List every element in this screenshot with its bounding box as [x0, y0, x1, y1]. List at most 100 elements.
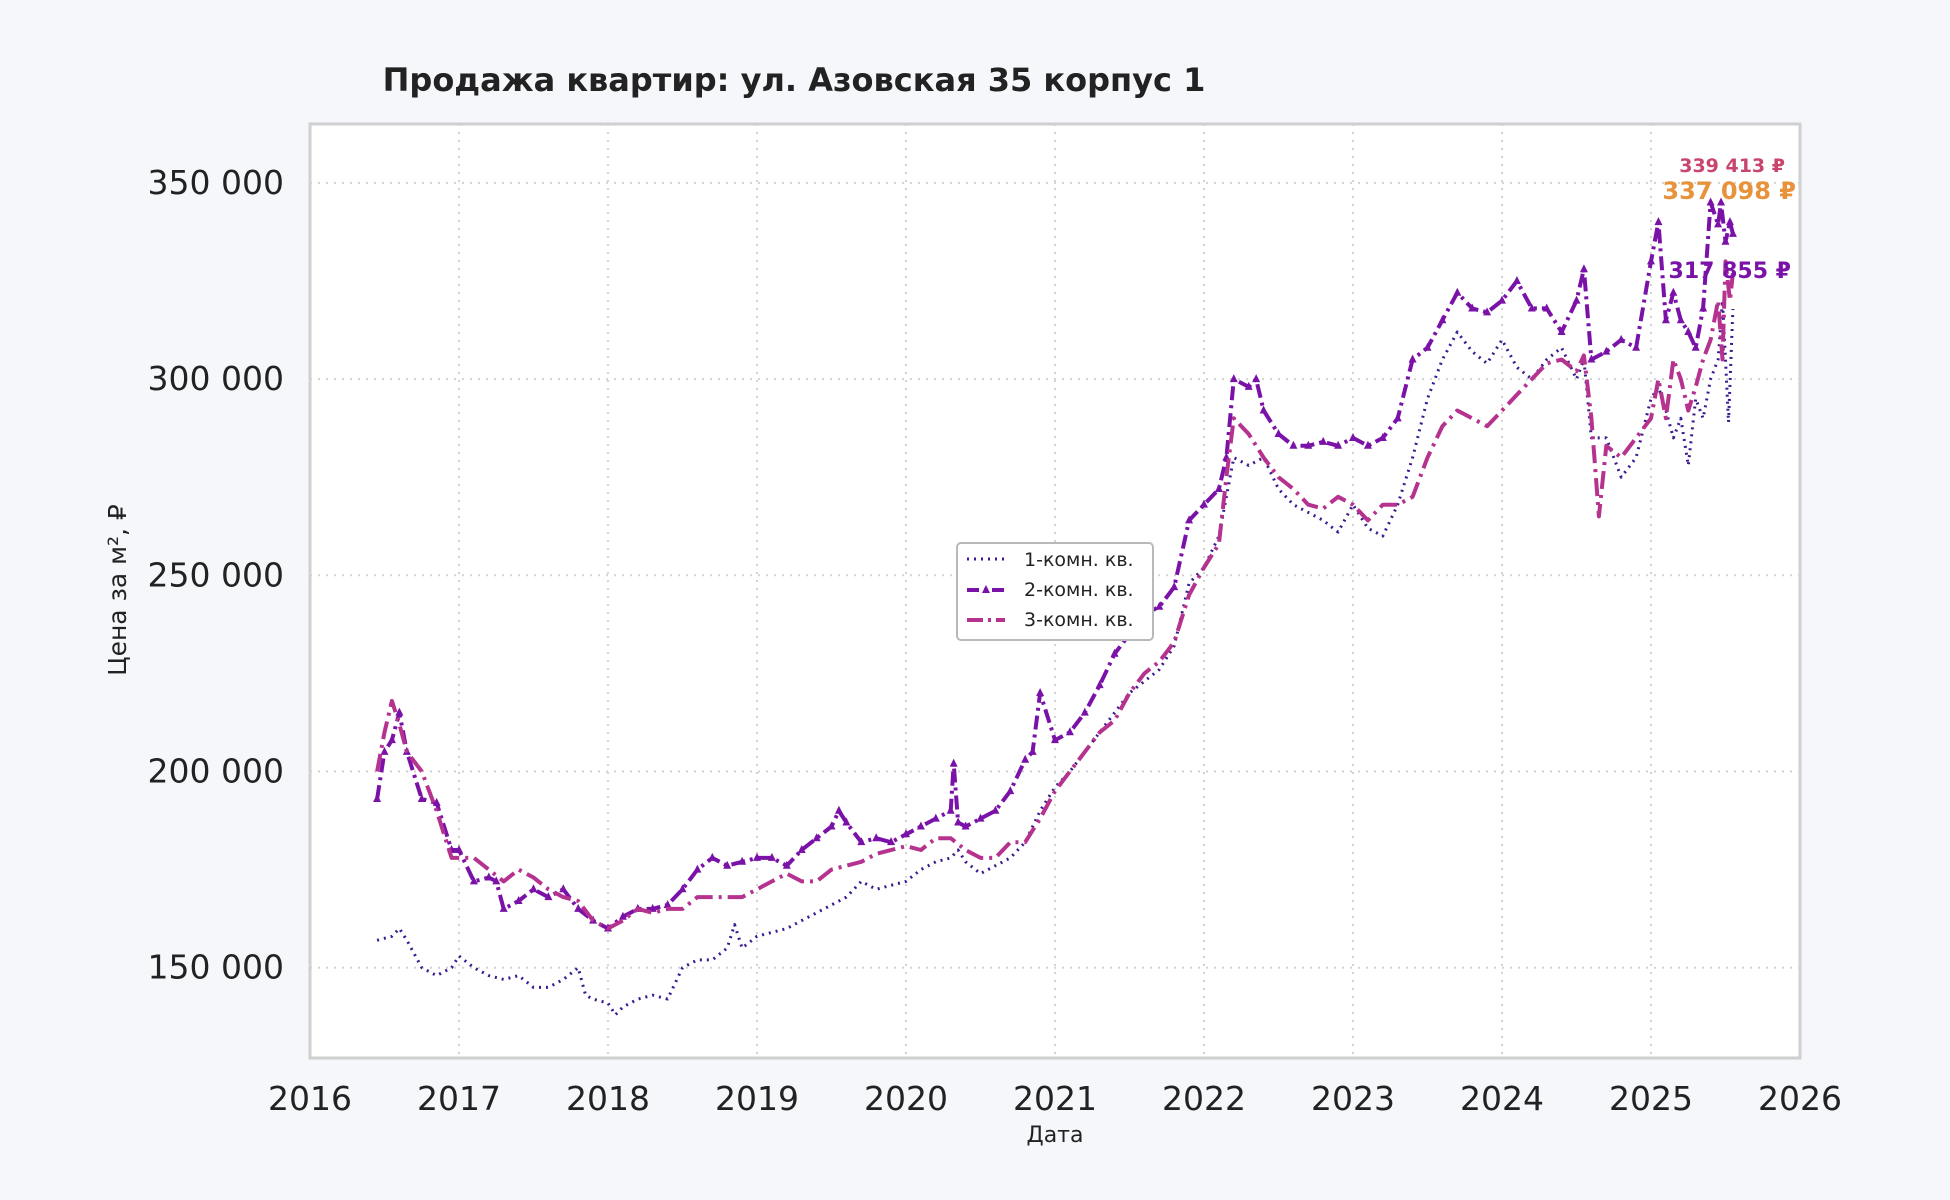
series-marker — [1259, 405, 1268, 414]
series-marker — [976, 813, 985, 822]
series-marker — [1378, 432, 1387, 441]
series-marker — [1632, 342, 1641, 351]
series-marker — [395, 707, 404, 716]
series-marker — [902, 829, 910, 838]
x-axis-ticks: 2016 2017 2018 2019 2020 2021 2022 2023 2024 2025… — [268, 1079, 1842, 1118]
series-marker — [1036, 688, 1045, 697]
series-marker — [529, 884, 538, 893]
series-marker — [1155, 601, 1164, 610]
series-marker — [1721, 236, 1730, 245]
grid-lines — [309, 124, 1801, 1058]
series-marker — [1617, 334, 1626, 343]
series-marker — [484, 872, 493, 881]
legend-marker-2k — [982, 585, 990, 593]
series-marker — [514, 896, 523, 905]
series-marker — [1438, 315, 1447, 324]
x-tick-label: 2021 — [1013, 1079, 1097, 1118]
series-marker — [618, 911, 627, 920]
legend-label-2k: 2-комн. кв. — [1024, 579, 1134, 601]
series-marker — [1669, 287, 1678, 296]
series-marker — [1691, 342, 1700, 351]
series-marker — [1527, 303, 1536, 312]
series-marker — [574, 903, 583, 912]
series-marker — [812, 833, 821, 842]
x-tick-label: 2020 — [864, 1079, 948, 1118]
series-marker — [678, 884, 687, 893]
y-tick-label: 300 000 — [148, 359, 284, 398]
series-marker — [1676, 315, 1685, 324]
series-marker — [1572, 295, 1581, 304]
series-marker — [1728, 228, 1737, 237]
series-marker — [1021, 754, 1030, 763]
x-tick-label: 2022 — [1162, 1079, 1246, 1118]
series-marker — [782, 860, 791, 869]
series-marker — [693, 864, 702, 873]
series-marker — [738, 856, 747, 865]
series-marker — [1654, 217, 1663, 226]
series-marker — [1252, 374, 1261, 383]
x-tick-label: 2026 — [1758, 1079, 1842, 1118]
series-marker — [373, 793, 382, 802]
series-marker — [387, 735, 396, 744]
series-marker — [1363, 440, 1372, 449]
x-tick-label: 2016 — [268, 1079, 352, 1118]
chart-title: Продажа квартир: ул. Азовская 35 корпус … — [383, 61, 1206, 99]
series-marker — [1453, 287, 1462, 296]
legend-label-1k: 1-комн. кв. — [1024, 549, 1134, 571]
y-tick-label: 350 000 — [148, 163, 284, 202]
annotation-2k-last: 339 413 ₽ — [1679, 155, 1785, 177]
x-tick-label: 2024 — [1460, 1079, 1544, 1118]
series-marker — [469, 876, 478, 885]
annotation-layer: 339 413 ₽ 337 098 ₽ 317 855 ₽ — [1662, 155, 1796, 284]
series-marker — [834, 805, 843, 814]
series-marker — [432, 797, 441, 806]
series-marker — [648, 903, 657, 912]
series-marker — [1706, 197, 1715, 206]
series-marker — [1051, 735, 1059, 744]
series-marker — [1319, 436, 1328, 445]
series-marker — [1661, 315, 1670, 324]
series-marker — [1483, 307, 1492, 316]
series-marker — [1498, 295, 1506, 304]
series-marker — [1512, 275, 1521, 284]
x-tick-label: 2019 — [715, 1079, 799, 1118]
series-marker — [1684, 326, 1693, 335]
series-marker — [961, 821, 970, 830]
series-marker — [1244, 381, 1253, 390]
series-marker — [767, 852, 776, 861]
series-marker — [1408, 354, 1417, 363]
series-marker — [1289, 440, 1298, 449]
series-marker — [499, 903, 508, 912]
series-marker — [1334, 440, 1343, 449]
series-marker — [1725, 217, 1734, 226]
series-marker — [842, 817, 851, 826]
series-marker — [544, 892, 553, 901]
series-marker — [991, 805, 1000, 814]
series-marker — [753, 852, 761, 861]
series-marker — [1028, 746, 1037, 755]
series-line-2 — [375, 200, 1735, 931]
series-marker — [1468, 303, 1477, 312]
series-marker — [1602, 346, 1611, 355]
series-marker — [949, 758, 958, 767]
x-tick-label: 2018 — [566, 1079, 650, 1118]
series-marker — [887, 837, 896, 846]
series-marker — [417, 793, 426, 802]
annotation-3k-last: 337 098 ₽ — [1662, 177, 1796, 205]
legend-label-3k: 3-комн. кв. — [1024, 609, 1134, 631]
series-marker — [455, 845, 463, 854]
y-tick-label: 250 000 — [148, 555, 284, 594]
series-marker — [380, 746, 389, 755]
series-marker — [1714, 219, 1723, 228]
series-marker — [1557, 326, 1566, 335]
series-marker — [1185, 515, 1194, 524]
series-marker — [1065, 727, 1074, 736]
series-marker — [916, 821, 925, 830]
series-marker — [931, 813, 940, 822]
y-axis-label: Цена за м², ₽ — [103, 504, 132, 676]
series-marker — [1214, 483, 1223, 492]
series-marker — [1423, 342, 1432, 351]
series-marker — [1080, 707, 1089, 716]
annotation-1k-last: 317 855 ₽ — [1669, 259, 1791, 284]
legend: 1-комн. кв. 2-комн. кв. 3-комн. кв. — [956, 542, 1154, 641]
